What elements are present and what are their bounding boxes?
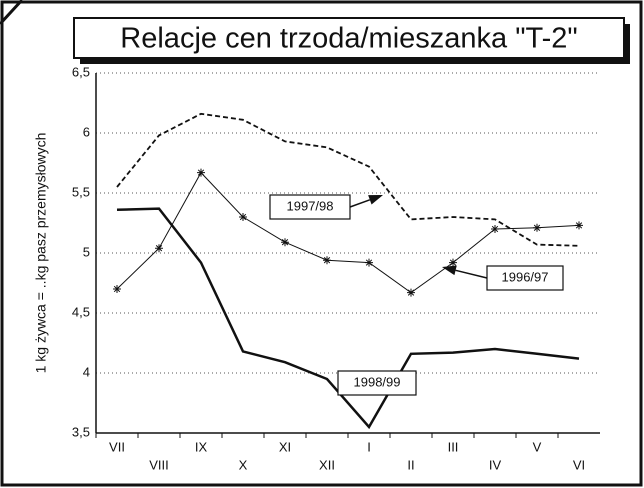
series-label: 1996/97 xyxy=(502,269,549,284)
x-tick-label: IX xyxy=(195,439,208,454)
series-label: 1998/99 xyxy=(354,374,401,389)
y-tick-label: 4,5 xyxy=(72,304,90,319)
star-marker xyxy=(449,258,457,267)
star-marker xyxy=(239,213,247,221)
star-marker xyxy=(365,258,373,267)
star-marker xyxy=(575,221,583,230)
x-tick-label: III xyxy=(448,439,459,454)
star-marker xyxy=(323,256,331,265)
arrow-head xyxy=(442,265,457,276)
x-tick-label: I xyxy=(367,439,371,454)
x-tick-label: II xyxy=(407,457,414,472)
y-tick-label: 3,5 xyxy=(72,424,90,439)
y-tick-label: 6,5 xyxy=(72,64,90,79)
y-tick-label: 6 xyxy=(83,124,90,139)
x-tick-label: XI xyxy=(279,439,291,454)
series-label: 1997/98 xyxy=(287,198,334,213)
star-marker xyxy=(155,244,163,253)
x-tick-label: IV xyxy=(489,457,502,472)
chart-title: Relacje cen trzoda/mieszanka "T-2" xyxy=(120,23,577,55)
x-tick-label: XII xyxy=(319,457,335,472)
series-label-box xyxy=(269,194,351,220)
star-marker xyxy=(197,168,205,177)
series-line xyxy=(116,112,580,247)
star-marker xyxy=(407,288,415,297)
star-marker xyxy=(491,225,499,233)
x-tick-label: VI xyxy=(573,457,585,472)
y-tick-label: 4 xyxy=(83,364,90,379)
x-tick-label: V xyxy=(533,439,542,454)
star-marker xyxy=(533,223,541,232)
series-line xyxy=(116,171,580,294)
x-tick-label: X xyxy=(239,457,248,472)
star-marker xyxy=(113,285,121,293)
y-tick-label: 5,5 xyxy=(72,184,90,199)
y-tick-label: 5 xyxy=(83,244,90,259)
star-marker xyxy=(281,238,289,247)
series-label-box xyxy=(486,265,564,291)
series-line xyxy=(116,207,580,430)
y-axis-label: 1 kg żywca = ..kg pasz przemysłowych xyxy=(33,133,49,374)
label-arrow xyxy=(455,269,488,279)
series-label-box xyxy=(337,370,417,396)
title-box xyxy=(73,17,625,59)
label-arrow xyxy=(349,199,371,208)
corner-mark xyxy=(0,0,24,26)
x-tick-label: VIII xyxy=(149,457,169,472)
x-tick-label: VII xyxy=(109,439,125,454)
arrow-head xyxy=(368,195,383,205)
